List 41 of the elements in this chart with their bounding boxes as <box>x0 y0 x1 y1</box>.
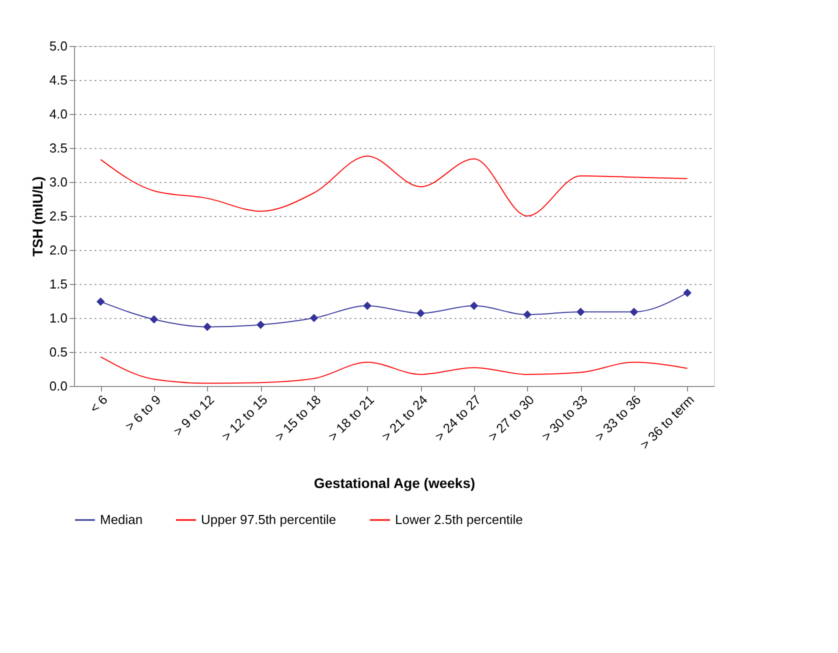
y-tick-label: 3.5 <box>49 140 68 156</box>
y-tick-label: 1.0 <box>49 310 68 326</box>
x-tick-label: > 21 to 24 <box>378 392 430 444</box>
point <box>630 308 638 316</box>
line-series <box>100 356 688 384</box>
x-tick-label: > 15 to 18 <box>272 392 324 444</box>
x-tick-label: > 6 to 9 <box>122 392 164 434</box>
point <box>363 302 372 310</box>
point <box>150 315 158 324</box>
y-tick-label: 3.0 <box>49 174 68 190</box>
legend-label: Upper 97.5th percentile <box>201 512 336 527</box>
point <box>576 308 585 316</box>
y-tick-label: 0.0 <box>49 378 68 394</box>
point <box>203 322 212 332</box>
point <box>256 320 265 329</box>
point <box>470 302 478 310</box>
point <box>416 309 425 318</box>
point <box>96 297 105 306</box>
y-tick-label: 2.5 <box>49 208 68 224</box>
x-tick-label: > 24 to 27 <box>432 392 484 444</box>
y-tick-label: 1.5 <box>49 276 68 292</box>
point <box>683 288 692 298</box>
x-tick-label: > 33 to 36 <box>592 392 644 444</box>
line-series <box>100 156 688 216</box>
point <box>310 314 318 322</box>
y-tick-label: 2.0 <box>49 242 68 258</box>
x-tick-label: > 27 to 30 <box>485 392 538 444</box>
y-tick-label: 4.0 <box>49 106 68 122</box>
x-tick-label: < 6 <box>86 392 110 416</box>
legend-label: Lower 2.5th percentile <box>395 512 523 527</box>
point <box>523 310 532 319</box>
x-tick-label: > 30 to 33 <box>538 392 590 444</box>
y-tick-label: 0.5 <box>49 344 68 360</box>
x-tick-label: > 18 to 21 <box>325 392 378 444</box>
x-axis-title: Gestational Age (weeks) <box>314 475 476 491</box>
y-tick-label: 4.5 <box>49 72 68 88</box>
legend-label: Median <box>100 512 143 527</box>
x-tick-label: > 9 to 12 <box>170 392 218 439</box>
y-tick-label: 5.0 <box>49 38 68 54</box>
y-axis-title: TSH (mIU/L) <box>29 176 46 257</box>
x-tick-label: > 12 to 15 <box>218 392 270 444</box>
